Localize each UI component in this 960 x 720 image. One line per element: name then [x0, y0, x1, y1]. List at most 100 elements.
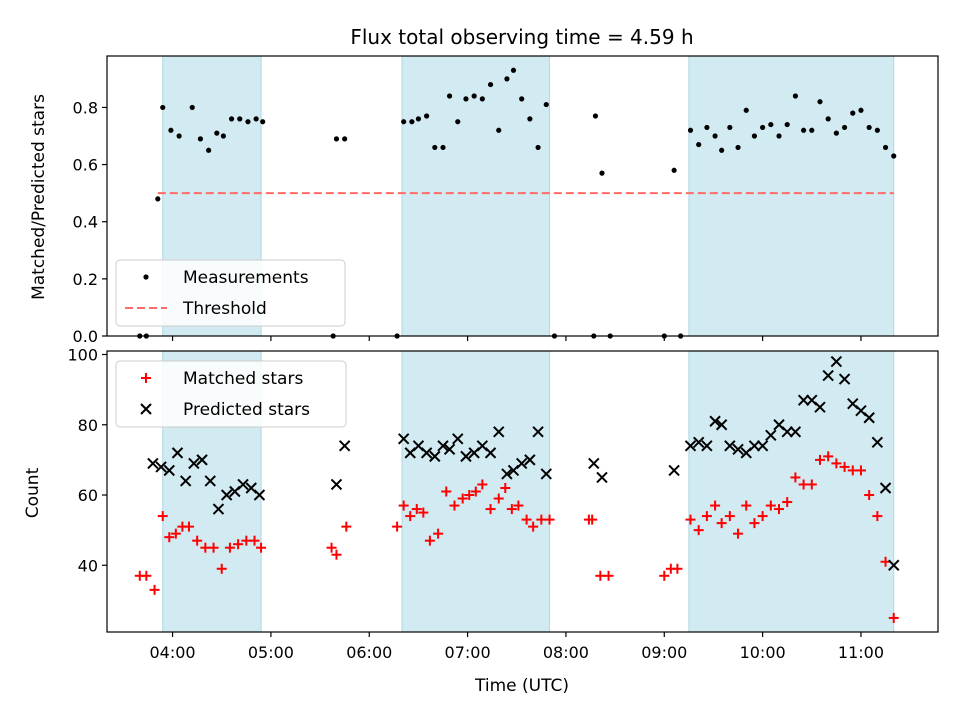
matched-star-point [513, 500, 524, 511]
predicted-star-point [701, 440, 713, 452]
predicted-marker-b [204, 475, 216, 487]
measurement-point [599, 170, 605, 176]
measurement-point [228, 116, 235, 122]
measurement-point [333, 136, 340, 142]
matched-star-point [528, 521, 539, 532]
matched-star-point [733, 528, 744, 539]
measurement-point [455, 119, 461, 125]
ratio-y-tick-label: 0.2 [73, 270, 98, 289]
predicted-marker-b [493, 426, 505, 438]
matched-star-point [418, 507, 429, 518]
measurement-point [245, 119, 251, 125]
measurement-point [850, 110, 856, 116]
x-axis-label: Time (UTC) [474, 676, 569, 696]
predicted-star-point [397, 433, 410, 445]
predicted-marker-b [171, 447, 184, 459]
predicted-star-point [540, 468, 552, 480]
ratio-y-tick-label: 0.6 [73, 156, 98, 175]
predicted-star-point [330, 478, 343, 491]
predicted-marker-b [692, 436, 705, 449]
predicted-marker-b [212, 503, 225, 515]
predicted-star-point [515, 457, 528, 470]
matched-star-point [823, 451, 834, 462]
measurement-point [891, 153, 897, 159]
count-y-tick-label: 60 [78, 486, 98, 505]
matched-star-point [672, 563, 683, 574]
count-y-tick-label: 40 [78, 556, 98, 575]
predicted-star-point [147, 457, 159, 470]
measurement-point [776, 133, 782, 139]
matched-star-point [331, 549, 342, 560]
legend-marker-predicted-b [140, 403, 152, 415]
legend-label: Matched stars [183, 369, 303, 389]
measurement-point [415, 116, 422, 122]
matched-star-point [233, 539, 244, 550]
predicted-marker-b [179, 475, 192, 487]
predicted-star-point [338, 440, 351, 452]
legend-label: Measurements [183, 268, 309, 288]
matched-star-point [774, 504, 785, 515]
x-tick-label: 04:00 [150, 643, 196, 662]
measurement-point [874, 127, 880, 133]
predicted-marker-b [748, 440, 761, 452]
measurement-point [206, 147, 212, 153]
predicted-marker-b [515, 457, 528, 470]
predicted-marker-b [724, 440, 736, 452]
matched-star-point [341, 521, 352, 532]
matched-star-point [256, 542, 267, 553]
matched-star-point [464, 490, 475, 501]
matched-star-point [208, 542, 219, 553]
predicted-marker-b [188, 457, 200, 470]
predicted-star-point [781, 426, 793, 438]
predicted-marker-b [437, 440, 449, 452]
matched-star-point [839, 461, 850, 472]
count-y-tick-label: 80 [78, 416, 98, 435]
matched-star-point [741, 500, 752, 511]
predicted-star-point [822, 369, 834, 382]
measurement-point [519, 96, 525, 102]
matched-star-point [521, 514, 532, 525]
measurement-point [841, 124, 848, 131]
matched-star-point [398, 500, 409, 511]
matched-star-point [855, 465, 866, 476]
matched-star-point [806, 479, 817, 490]
predicted-star-point [748, 440, 761, 452]
predicted-star-point [524, 454, 536, 466]
predicted-marker-b [732, 443, 744, 456]
x-tick-label: 09:00 [641, 643, 687, 662]
predicted-star-point [684, 440, 697, 452]
predicted-marker-b [397, 433, 410, 445]
matched-star-point [659, 570, 670, 581]
measurement-point [687, 127, 694, 133]
matched-star-point [716, 518, 727, 529]
measurement-point [809, 127, 815, 133]
count-y-tick-label: 100 [67, 346, 98, 365]
measurement-point [160, 104, 166, 111]
predicted-marker-b [781, 426, 793, 438]
predicted-star-point [732, 443, 744, 456]
measurement-point [527, 116, 533, 122]
measurement-point [735, 144, 741, 151]
predicted-marker-b [501, 468, 513, 480]
predicted-marker-b [476, 440, 489, 452]
count-y-axis-label: Count [23, 467, 43, 518]
legend-marker-measurements [143, 274, 149, 280]
predicted-marker-b [330, 478, 343, 491]
matched-star-point [685, 514, 696, 525]
predicted-marker-b [715, 419, 728, 431]
predicted-marker-b [452, 433, 464, 445]
matched-star-point [411, 504, 422, 515]
legend-frame [115, 360, 347, 428]
predicted-star-point [493, 426, 505, 438]
predicted-star-point [692, 436, 705, 449]
predicted-star-point [588, 457, 600, 470]
predicted-marker-b [838, 373, 851, 385]
predicted-marker-b [220, 489, 233, 501]
predicted-marker-b [163, 464, 175, 477]
legend-frame [115, 259, 346, 327]
matched-star-point [326, 542, 337, 553]
matched-star-point [157, 511, 168, 522]
measurement-point [260, 119, 266, 125]
predicted-marker-b [879, 482, 892, 494]
matched-star-point [485, 504, 496, 515]
